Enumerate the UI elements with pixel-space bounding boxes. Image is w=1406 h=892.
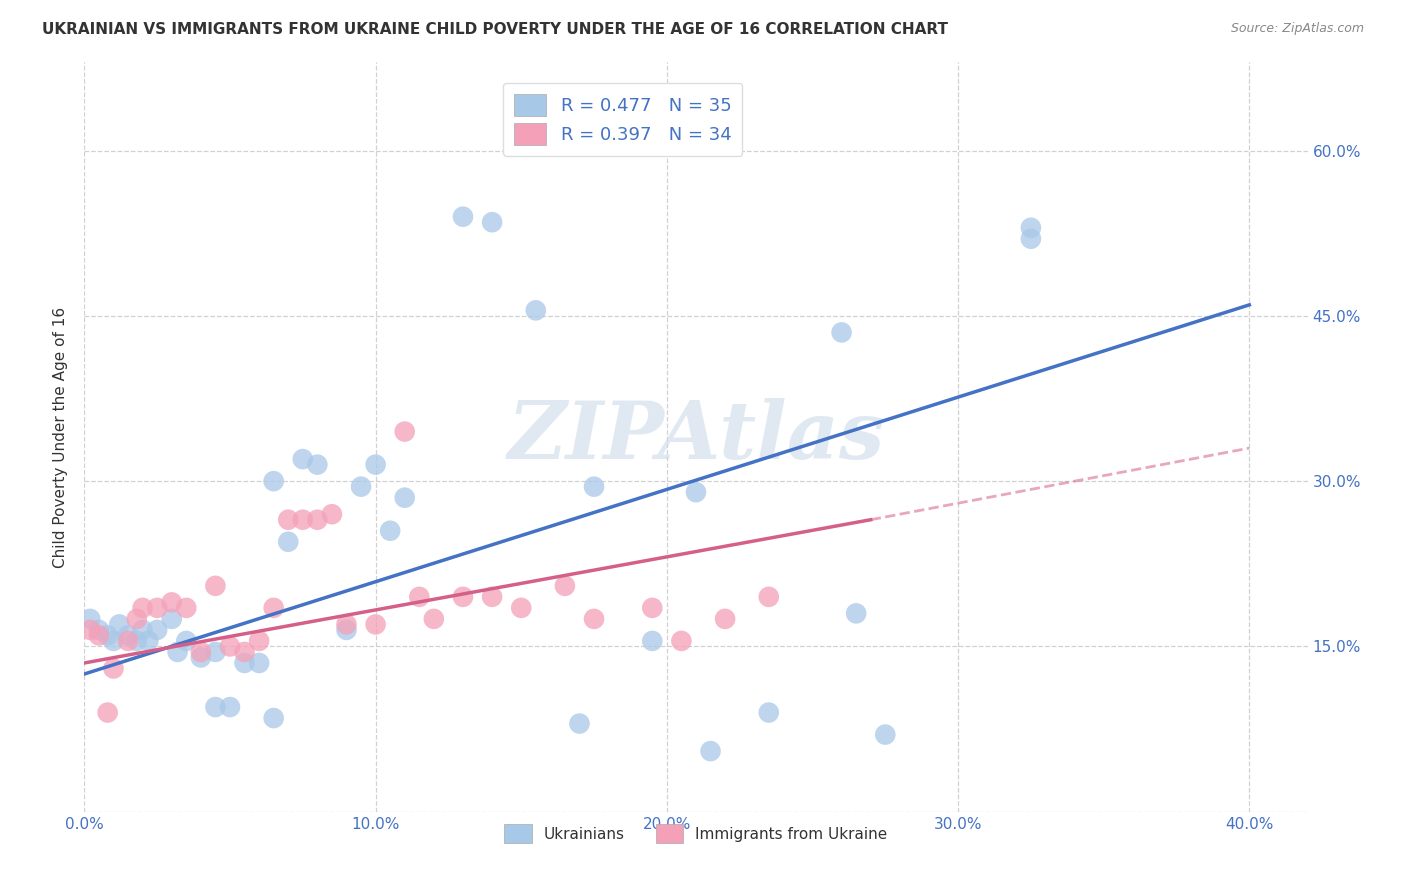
Point [174,600,197,615]
Point [423,612,446,626]
Point [247,634,270,648]
Point [125,634,148,648]
Point [758,706,780,720]
Point [117,628,139,642]
Point [219,640,242,654]
Point [291,513,314,527]
Point [1019,220,1042,235]
Point [97,706,120,720]
Point [758,590,780,604]
Point [451,590,474,604]
Point [103,661,125,675]
Point [146,623,169,637]
Point [263,474,285,488]
Point [87,628,110,642]
Point [291,452,314,467]
Point [131,600,153,615]
Point [160,595,183,609]
Point [108,617,131,632]
Text: Source: ZipAtlas.com: Source: ZipAtlas.com [1230,22,1364,36]
Point [277,534,299,549]
Point [190,650,212,665]
Point [307,458,329,472]
Point [451,210,474,224]
Point [699,744,721,758]
Point [166,645,188,659]
Point [87,623,110,637]
Point [204,700,226,714]
Point [875,728,897,742]
Point [321,507,343,521]
Point [481,590,503,604]
Point [845,607,868,621]
Point [79,612,101,626]
Point [714,612,737,626]
Point [364,458,387,472]
Point [204,579,226,593]
Point [97,628,120,642]
Point [190,645,212,659]
Point [1019,232,1042,246]
Point [394,491,416,505]
Point [233,645,256,659]
Point [138,634,160,648]
Point [263,711,285,725]
Point [554,579,576,593]
Point [277,513,299,527]
Point [685,485,707,500]
Point [146,600,169,615]
Legend: Ukrainians, Immigrants from Ukraine: Ukrainians, Immigrants from Ukraine [498,818,894,849]
Point [263,600,285,615]
Point [233,656,256,670]
Point [79,623,101,637]
Point [583,480,606,494]
Point [204,645,226,659]
Y-axis label: Child Poverty Under the Age of 16: Child Poverty Under the Age of 16 [53,307,69,567]
Point [641,600,664,615]
Point [131,623,153,637]
Point [831,326,853,340]
Point [247,656,270,670]
Point [364,617,387,632]
Text: ZIPAtlas: ZIPAtlas [508,399,884,475]
Point [524,303,547,318]
Point [307,513,329,527]
Point [481,215,503,229]
Point [510,600,533,615]
Point [641,634,664,648]
Point [117,634,139,648]
Point [335,623,357,637]
Point [335,617,357,632]
Point [350,480,373,494]
Point [160,612,183,626]
Point [671,634,693,648]
Point [408,590,430,604]
Point [394,425,416,439]
Point [174,634,197,648]
Point [103,634,125,648]
Point [568,716,591,731]
Point [125,612,148,626]
Text: UKRAINIAN VS IMMIGRANTS FROM UKRAINE CHILD POVERTY UNDER THE AGE OF 16 CORRELATI: UKRAINIAN VS IMMIGRANTS FROM UKRAINE CHI… [42,22,948,37]
Point [583,612,606,626]
Point [219,700,242,714]
Point [380,524,402,538]
